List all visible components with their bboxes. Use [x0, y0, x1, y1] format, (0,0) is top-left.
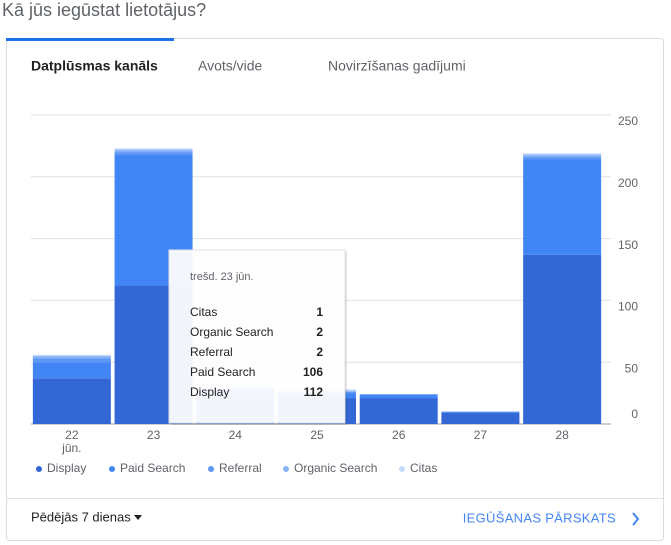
x-tick-label: 24: [229, 428, 243, 442]
tooltip-name: Citas: [190, 305, 217, 319]
tooltip-name: Referral: [190, 345, 233, 359]
bar-segment: [32, 356, 111, 359]
bar-segment: [32, 378, 111, 424]
bar-segment: [523, 154, 602, 158]
report-link[interactable]: IEGŪŠANAS PĀRSKATS: [463, 510, 616, 525]
date-range-dropdown[interactable]: Pēdējās 7 dienas: [31, 509, 131, 524]
bar-segment: [114, 152, 193, 155]
legend-dot: [399, 466, 405, 472]
legend-label: Display: [47, 461, 86, 475]
legend-dot: [36, 466, 42, 472]
tab[interactable]: Avots/vide: [198, 58, 263, 74]
tooltip-value: 106: [303, 365, 323, 379]
bar-segment: [32, 362, 111, 379]
bar-segment: [114, 148, 193, 150]
legend-label: Organic Search: [294, 461, 377, 475]
bar-segment: [359, 394, 438, 399]
legend-label: Referral: [219, 461, 262, 475]
y-tick-label: 0: [631, 407, 638, 421]
chevron[interactable]: [632, 512, 640, 526]
tooltip-name: Paid Search: [190, 365, 255, 379]
tooltip-value: 112: [304, 385, 324, 399]
tooltip-value: 1: [316, 305, 323, 319]
legend-label: Paid Search: [120, 461, 185, 475]
page-title: Kā jūs iegūstat lietotājus?: [2, 0, 206, 20]
legend-dot: [109, 466, 115, 472]
y-tick-label: 100: [618, 300, 638, 314]
x-tick-label: 26: [392, 428, 406, 442]
x-tick-label: 27: [474, 428, 488, 442]
bar-segment: [359, 398, 438, 424]
tab[interactable]: Datplūsmas kanāls: [31, 58, 158, 74]
legend-label: Citas: [410, 461, 437, 475]
x-tick-label: 25: [310, 428, 324, 442]
legend-dot: [208, 466, 214, 472]
bar-segment: [441, 412, 520, 424]
y-tick-label: 150: [618, 238, 638, 252]
tab-indicator: [6, 38, 174, 41]
bar-segment: [441, 411, 520, 413]
x-month-label: jūn.: [61, 441, 81, 455]
y-tick-label: 250: [618, 114, 638, 128]
legend-dot: [283, 466, 289, 472]
tooltip: [168, 249, 346, 424]
tooltip-value: 2: [316, 345, 323, 359]
tab[interactable]: Novirzīšanas gadījumi: [328, 58, 466, 74]
bar-segment: [523, 157, 602, 160]
bar-segment: [523, 153, 602, 155]
bar-segment: [32, 358, 111, 363]
x-tick-label: 28: [555, 428, 569, 442]
y-tick-label: 200: [618, 176, 638, 190]
x-tick-label: 22: [65, 428, 79, 442]
dropdown-arrow[interactable]: [134, 515, 142, 520]
tooltip-name: Display: [190, 385, 229, 399]
bar-segment: [523, 159, 602, 255]
bar-segment: [523, 254, 602, 424]
bar-segment: [32, 354, 111, 357]
bar-segment: [114, 149, 193, 153]
x-tick-label: 23: [147, 428, 161, 442]
tooltip-title: trešd. 23 jūn.: [190, 271, 254, 283]
tooltip-name: Organic Search: [190, 325, 273, 339]
tooltip-value: 2: [316, 325, 323, 339]
y-tick-label: 50: [625, 361, 639, 375]
